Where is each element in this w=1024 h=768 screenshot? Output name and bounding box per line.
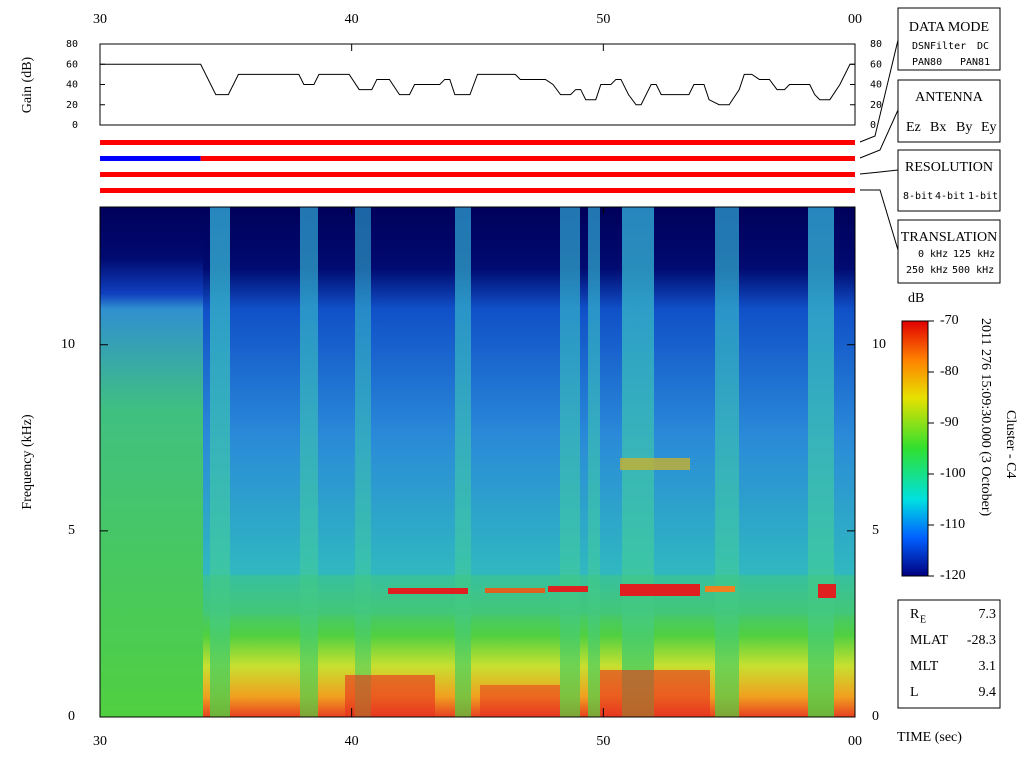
frequency-tick-label: 5 xyxy=(68,523,75,538)
frequency-tick-label: 0 xyxy=(872,709,879,724)
frequency-tick-label: 0 xyxy=(68,709,75,724)
colorbar xyxy=(901,320,929,577)
data-mode-box xyxy=(897,7,1001,71)
colorbar-tick-label: -100 xyxy=(940,466,966,481)
gain-axis-label: Gain (dB) xyxy=(20,56,35,113)
panel-item: By xyxy=(956,120,972,135)
gain-tick-label: 0 xyxy=(72,120,78,131)
spectrogram-image xyxy=(100,207,855,717)
panel-item: 125 kHz xyxy=(953,249,995,260)
spacecraft-label: Cluster - C4 xyxy=(1003,410,1018,478)
gain-tick-label: 80 xyxy=(870,39,882,50)
colorbar-tick-label: -70 xyxy=(940,313,959,328)
orbit-label: L xyxy=(910,685,919,700)
panel-item: 4-bit xyxy=(935,191,965,202)
panel-item: Filter xyxy=(930,41,966,52)
panel-item: DC xyxy=(977,41,989,52)
panel-item: PAN81 xyxy=(960,57,990,68)
orbit-value: 9.4 xyxy=(979,685,997,700)
gain-tick-label: 80 xyxy=(66,39,78,50)
orbit-label: MLAT xyxy=(910,633,949,648)
channel-bar xyxy=(200,156,855,161)
frequency-tick-label: 5 xyxy=(872,523,879,538)
gain-tick-label: 60 xyxy=(66,59,78,70)
time-tick-label-top: 40 xyxy=(345,12,359,27)
orbit-value: 3.1 xyxy=(979,659,997,674)
gain-line xyxy=(100,63,855,106)
orbit-box xyxy=(897,599,1001,709)
panel-item: Ey xyxy=(981,120,997,135)
panel-item: PAN80 xyxy=(912,57,942,68)
colorbar-tick-label: -120 xyxy=(940,568,966,583)
time-axis-label: TIME (sec) xyxy=(897,730,962,745)
colorbar-tick-label: -110 xyxy=(940,517,965,532)
panel-item: Ez xyxy=(906,120,921,135)
panel-item: DSN xyxy=(912,41,930,52)
channel-bar xyxy=(100,156,201,161)
gain-frame xyxy=(99,43,856,126)
time-tick-label-top: 00 xyxy=(848,12,862,27)
resolution-box xyxy=(897,149,1001,212)
colorbar-tick-label: -90 xyxy=(940,415,959,430)
panel-item: 8-bit xyxy=(903,191,933,202)
panel-title: DATA MODE xyxy=(909,20,989,35)
gain-tick-label: 20 xyxy=(870,100,882,111)
gain-tick-label: 0 xyxy=(870,120,876,131)
time-tick-label-top: 30 xyxy=(93,12,107,27)
gain-tick-label: 40 xyxy=(66,80,78,91)
frequency-tick-label: 10 xyxy=(872,337,886,352)
time-tick-label-bottom: 00 xyxy=(848,734,862,749)
time-tick-label-bottom: 40 xyxy=(345,734,359,749)
panel-item: 0 kHz xyxy=(918,249,948,260)
orbit-label: MLT xyxy=(910,659,939,674)
panel-title: RESOLUTION xyxy=(905,160,993,175)
orbit-value: 7.3 xyxy=(979,607,997,622)
panel-item: Bx xyxy=(930,120,946,135)
channel-bar xyxy=(100,188,855,193)
panel-item: 1-bit xyxy=(968,191,998,202)
gain-tick-label: 40 xyxy=(870,80,882,91)
connectors xyxy=(859,39,899,251)
colorbar-tick-label: -80 xyxy=(940,364,959,379)
panel-item: 250 kHz xyxy=(906,265,948,276)
panel-title: ANTENNA xyxy=(915,90,984,105)
colorbar-title: dB xyxy=(908,291,924,306)
frequency-axis-label: Frequency (kHz) xyxy=(20,414,35,510)
event-label: 2011 276 15:09:30.000 (3 October) xyxy=(978,318,993,517)
gain-tick-label: 20 xyxy=(66,100,78,111)
orbit-label: R xyxy=(910,607,920,622)
orbit-subscript: E xyxy=(920,614,926,625)
orbit-value: -28.3 xyxy=(967,633,996,648)
channel-bar xyxy=(100,172,855,177)
gain-tick-label: 60 xyxy=(870,59,882,70)
panel-title: TRANSLATION xyxy=(901,230,997,245)
channel-bar xyxy=(100,140,855,145)
time-tick-label-bottom: 30 xyxy=(93,734,107,749)
antenna-box xyxy=(897,79,1001,143)
time-tick-label-bottom: 50 xyxy=(596,734,610,749)
translation-box xyxy=(897,219,1001,284)
spectrogram-frame xyxy=(99,206,856,718)
panel-item: 500 kHz xyxy=(952,265,994,276)
frequency-tick-label: 10 xyxy=(61,337,75,352)
time-tick-label-top: 50 xyxy=(596,12,610,27)
